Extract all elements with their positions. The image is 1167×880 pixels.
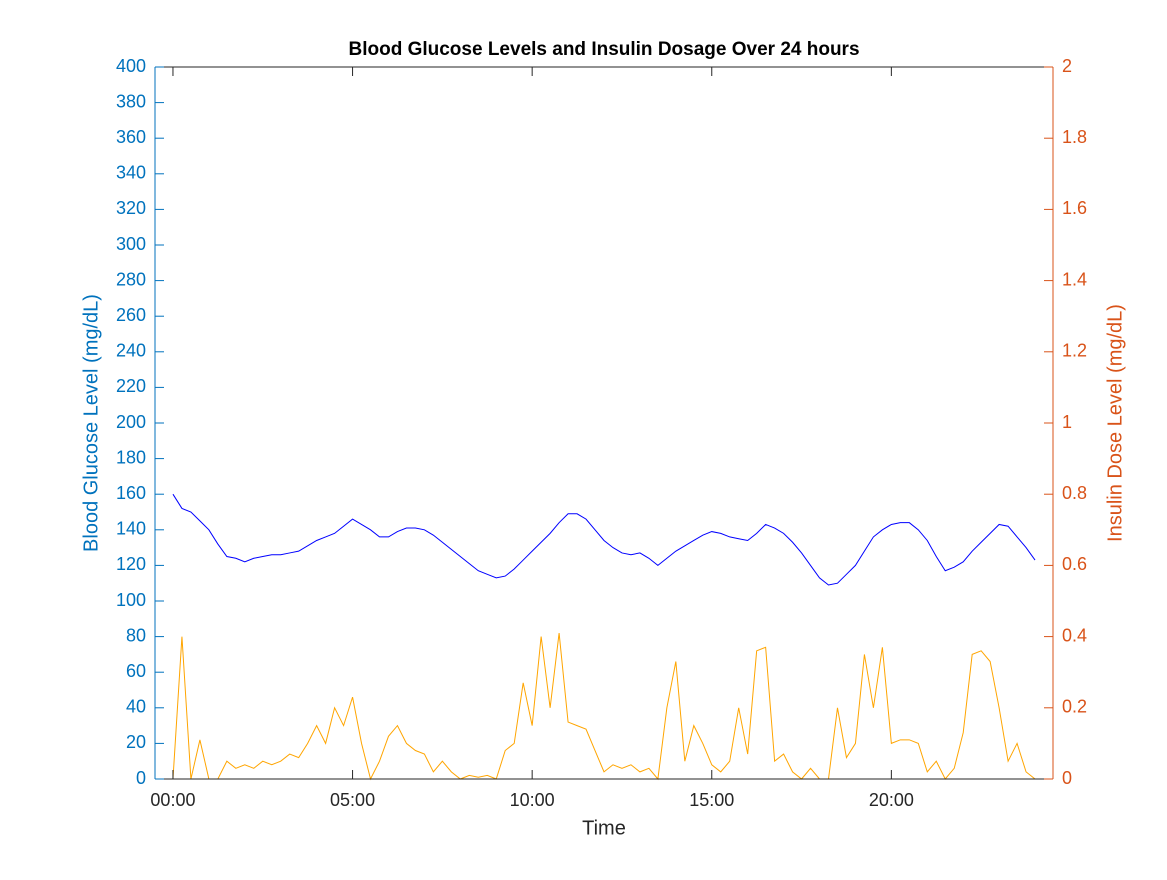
y-tick-label: 160	[116, 483, 146, 503]
y-axis-label: Blood Glucose Level (mg/dL)	[80, 294, 102, 552]
y-tick-label: 360	[116, 127, 146, 147]
y2-tick-label: 0.6	[1062, 554, 1087, 574]
y2-tick-label: 1.2	[1062, 341, 1087, 361]
x-tick-label: 00:00	[150, 790, 195, 810]
y-tick-label: 300	[116, 234, 146, 254]
x-tick-label: 20:00	[869, 790, 914, 810]
y-tick-label: 260	[116, 305, 146, 325]
x-axis-label: Time	[582, 817, 626, 839]
y-tick-label: 40	[126, 697, 146, 717]
y-tick-label: 80	[126, 625, 146, 645]
y-tick-label: 60	[126, 661, 146, 681]
y-tick-label: 280	[116, 269, 146, 289]
y2-tick-label: 0.8	[1062, 483, 1087, 503]
y-tick-label: 140	[116, 519, 146, 539]
y2-axis-label: Insulin Dose Level (mg/dL)	[1104, 304, 1126, 542]
y2-tick-label: 0.4	[1062, 625, 1087, 645]
y-tick-label: 380	[116, 91, 146, 111]
y2-tick-label: 1.4	[1062, 269, 1087, 289]
y-tick-label: 180	[116, 447, 146, 467]
y2-tick-label: 1	[1062, 412, 1072, 432]
y2-tick-label: 1.6	[1062, 198, 1087, 218]
y-tick-label: 320	[116, 198, 146, 218]
y-tick-label: 340	[116, 163, 146, 183]
y-tick-label: 220	[116, 376, 146, 396]
data-line	[172, 632, 1036, 781]
x-tick-label: 10:00	[510, 790, 555, 810]
y-tick-label: 20	[126, 732, 146, 752]
y2-tick-label: 1.8	[1062, 127, 1087, 147]
y2-tick-label: 0	[1062, 768, 1072, 788]
x-tick-label: 15:00	[689, 790, 734, 810]
y2-tick-label: 0.2	[1062, 697, 1087, 717]
y-tick-label: 100	[116, 590, 146, 610]
chart-title: Blood Glucose Levels and Insulin Dosage …	[348, 39, 859, 60]
y-tick-label: 240	[116, 341, 146, 361]
y2-tick-label: 2	[1062, 56, 1072, 76]
y-tick-label: 0	[136, 768, 146, 788]
x-tick-label: 05:00	[330, 790, 375, 810]
y-tick-label: 120	[116, 554, 146, 574]
data-line	[172, 493, 1036, 586]
y-tick-label: 400	[116, 56, 146, 76]
y-tick-label: 200	[116, 412, 146, 432]
